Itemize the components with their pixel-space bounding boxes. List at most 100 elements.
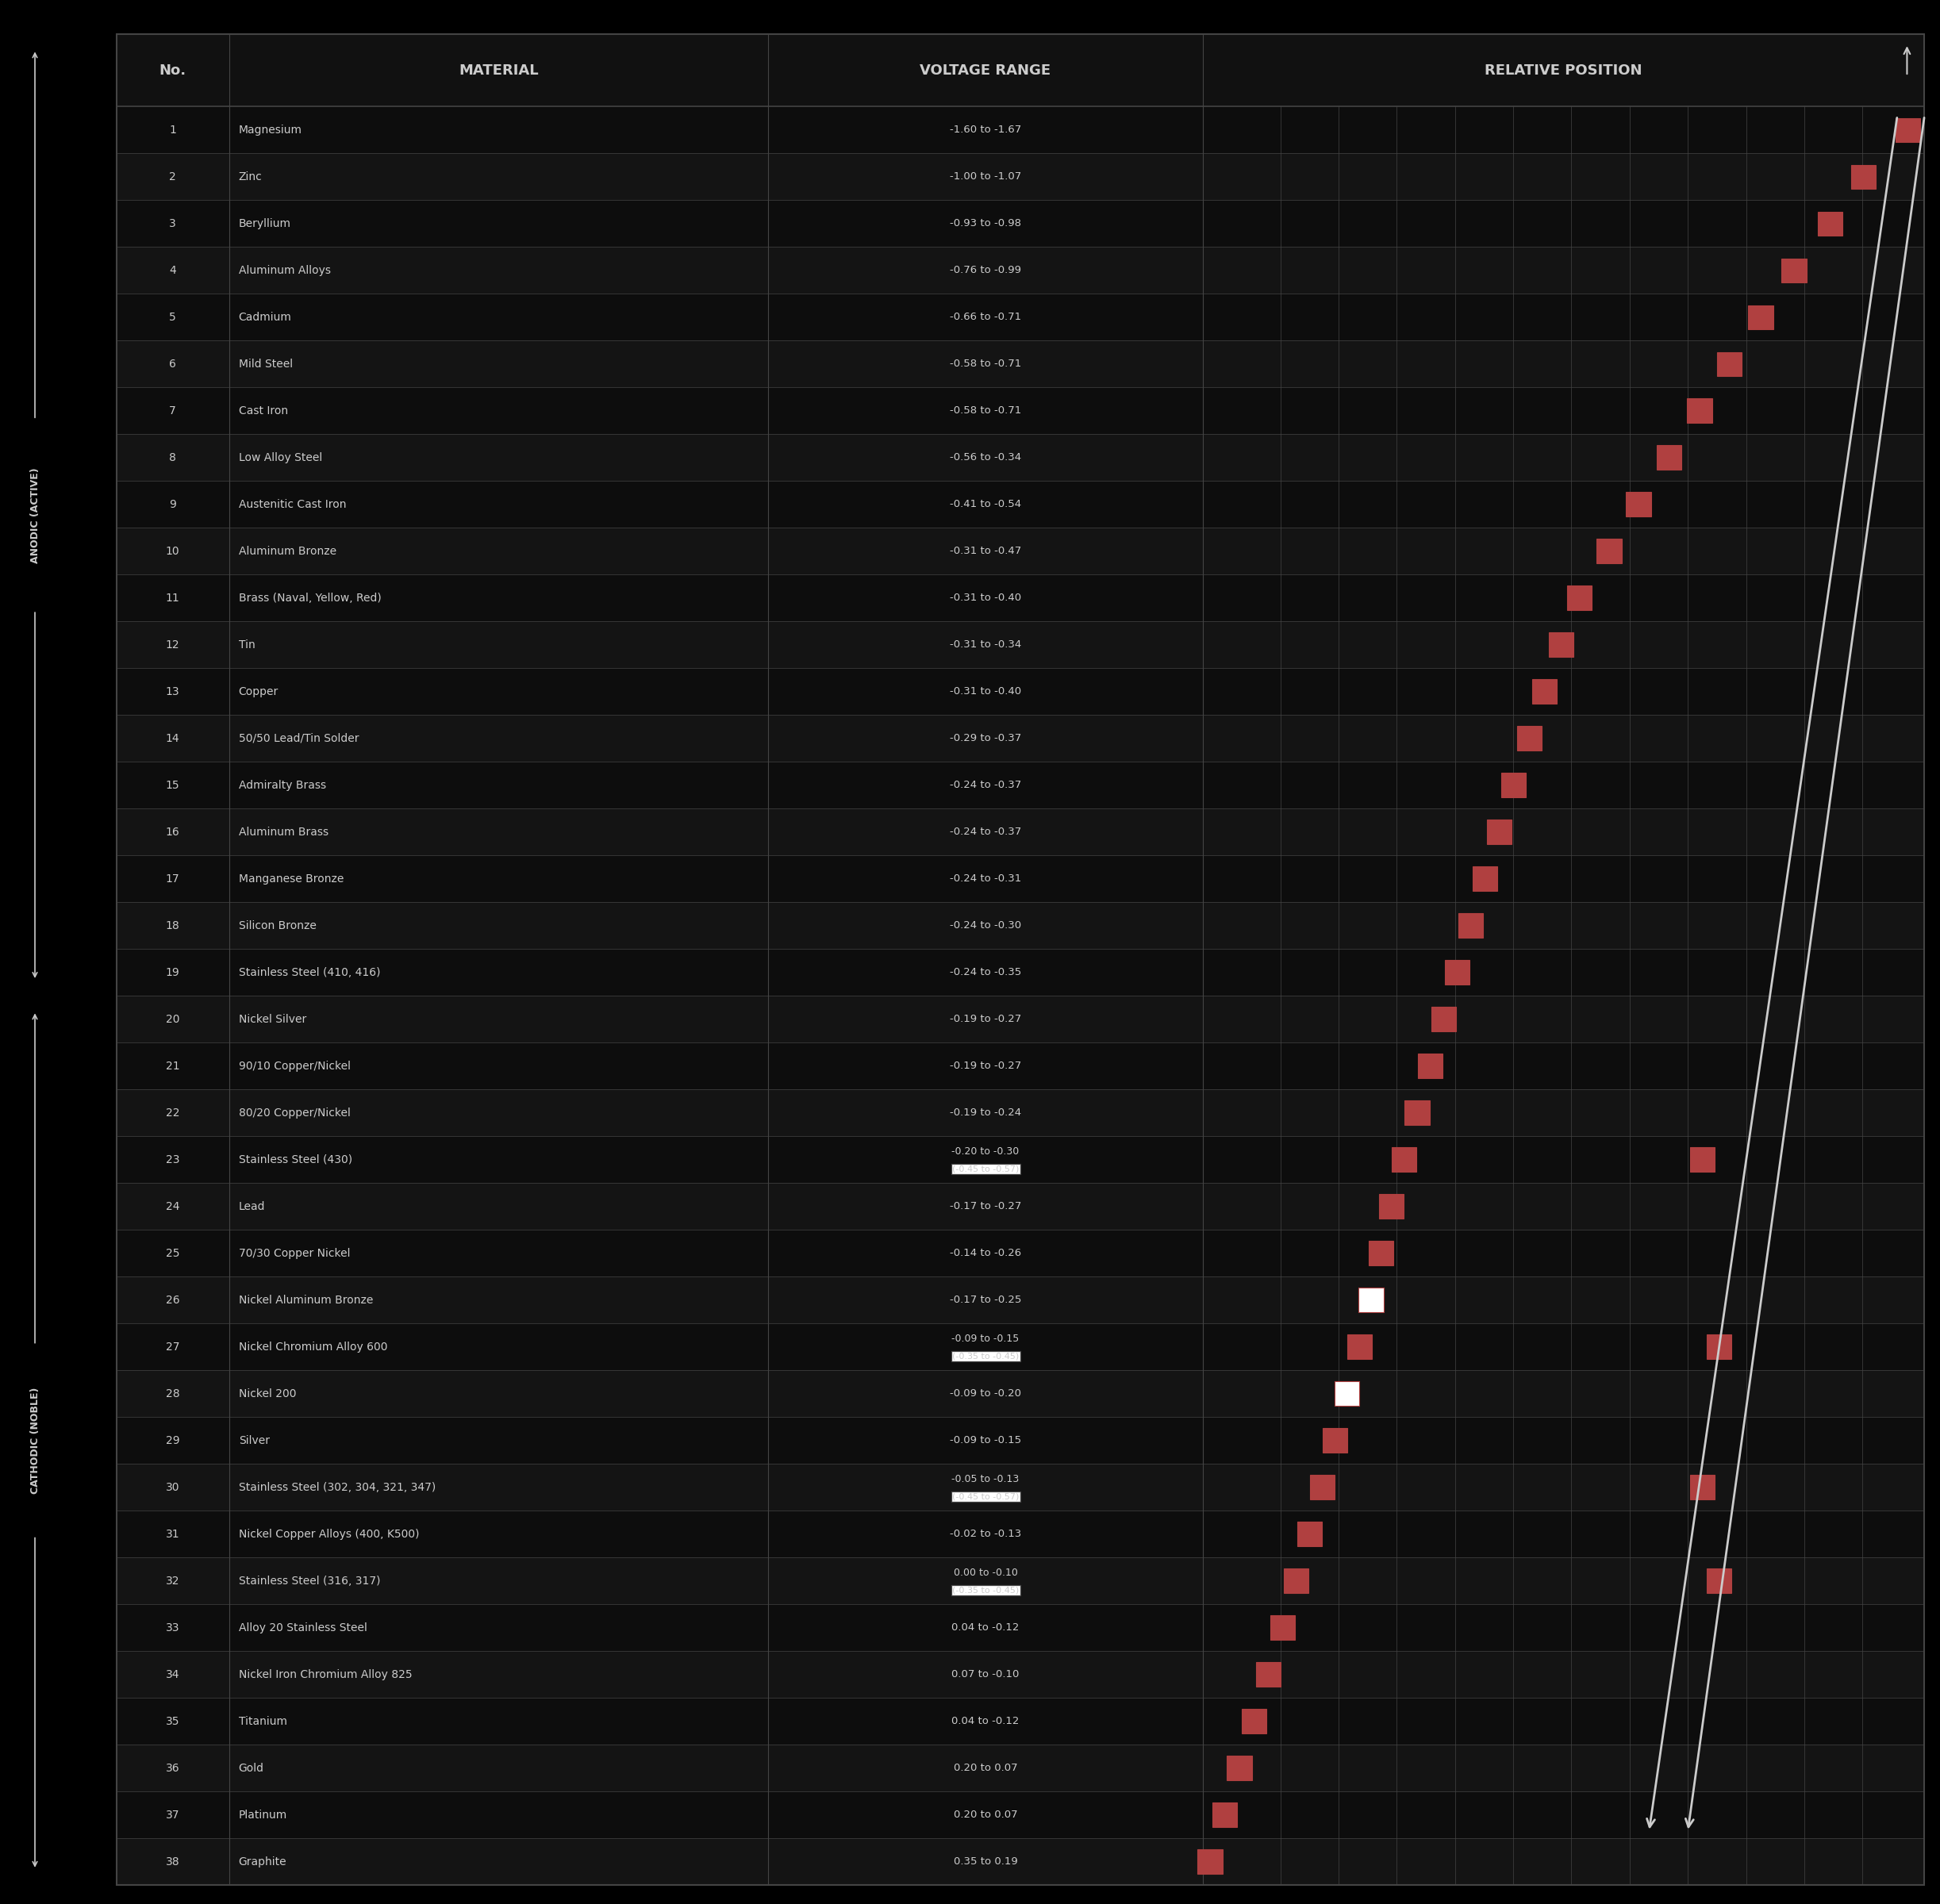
Text: 3: 3 — [169, 219, 177, 228]
Text: 16: 16 — [165, 826, 180, 838]
Text: -0.19 to -0.27: -0.19 to -0.27 — [951, 1061, 1020, 1072]
Bar — [1502, 773, 1527, 798]
Bar — [1358, 1287, 1383, 1312]
Text: -1.60 to -1.67: -1.60 to -1.67 — [951, 126, 1020, 135]
Text: 11: 11 — [165, 592, 180, 604]
Text: 1: 1 — [169, 124, 177, 135]
Bar — [116, 902, 1924, 948]
Bar — [1298, 1521, 1321, 1546]
Text: 28: 28 — [165, 1388, 180, 1399]
Text: 35: 35 — [165, 1716, 180, 1727]
Text: Nickel Iron Chromium Alloy 825: Nickel Iron Chromium Alloy 825 — [239, 1668, 411, 1679]
Text: 50/50 Lead/Tin Solder: 50/50 Lead/Tin Solder — [239, 733, 359, 744]
Bar — [116, 1043, 1924, 1089]
Text: -0.19 to -0.27: -0.19 to -0.27 — [951, 1015, 1020, 1024]
Text: Austenitic Cast Iron: Austenitic Cast Iron — [239, 499, 345, 510]
Bar — [1310, 1476, 1335, 1498]
Text: Zinc: Zinc — [239, 171, 262, 183]
Text: Tin: Tin — [239, 640, 254, 651]
Bar — [116, 621, 1924, 668]
Text: -0.09 to -0.15: -0.09 to -0.15 — [951, 1436, 1020, 1445]
Text: -0.19 to -0.24: -0.19 to -0.24 — [951, 1108, 1020, 1118]
Bar — [1346, 1335, 1372, 1359]
Text: Stainless Steel (430): Stainless Steel (430) — [239, 1154, 353, 1165]
Text: 0.20 to 0.07: 0.20 to 0.07 — [954, 1763, 1017, 1773]
Bar — [1323, 1428, 1346, 1453]
Bar — [116, 1837, 1924, 1885]
Bar — [116, 1417, 1924, 1464]
Text: -0.76 to -0.99: -0.76 to -0.99 — [951, 265, 1020, 276]
Text: 0.00 to -0.10: 0.00 to -0.10 — [953, 1567, 1019, 1578]
Bar — [1895, 118, 1921, 143]
Bar — [116, 1698, 1924, 1744]
Bar — [1748, 305, 1773, 329]
Bar — [116, 1089, 1924, 1137]
Text: Low Alloy Steel: Low Alloy Steel — [239, 451, 322, 463]
Bar — [1271, 1615, 1296, 1639]
Text: -0.41 to -0.54: -0.41 to -0.54 — [951, 499, 1020, 510]
Bar — [1472, 866, 1498, 891]
Text: (-0.35 to -0.45): (-0.35 to -0.45) — [953, 1586, 1019, 1594]
Bar — [1690, 1476, 1715, 1498]
Bar — [116, 107, 1924, 154]
Bar — [1212, 1803, 1238, 1828]
Bar — [1379, 1194, 1405, 1219]
Text: Stainless Steel (410, 416): Stainless Steel (410, 416) — [239, 967, 380, 979]
Bar — [1657, 446, 1682, 470]
Text: RELATIVE POSITION: RELATIVE POSITION — [1484, 63, 1643, 78]
Text: -0.31 to -0.40: -0.31 to -0.40 — [951, 687, 1020, 697]
Text: -0.31 to -0.47: -0.31 to -0.47 — [951, 546, 1020, 556]
Text: Mild Steel: Mild Steel — [239, 358, 293, 369]
Bar — [1418, 1053, 1443, 1078]
Bar — [116, 1744, 1924, 1792]
Bar — [116, 1371, 1924, 1417]
Text: 6: 6 — [169, 358, 177, 369]
Bar — [1405, 1101, 1430, 1125]
Bar — [116, 293, 1924, 341]
Text: -0.24 to -0.30: -0.24 to -0.30 — [951, 920, 1020, 931]
Bar — [116, 575, 1924, 621]
Bar — [1368, 1241, 1393, 1266]
Bar — [1533, 680, 1556, 704]
Text: 70/30 Copper Nickel: 70/30 Copper Nickel — [239, 1247, 349, 1259]
Text: 0.04 to -0.12: 0.04 to -0.12 — [953, 1716, 1019, 1727]
Text: Copper: Copper — [239, 685, 279, 697]
Text: Alloy 20 Stainless Steel: Alloy 20 Stainless Steel — [239, 1622, 367, 1634]
Text: 10: 10 — [165, 546, 180, 556]
Text: 0.20 to 0.07: 0.20 to 0.07 — [954, 1809, 1017, 1820]
Bar — [1335, 1382, 1360, 1405]
Text: -0.09 to -0.15: -0.09 to -0.15 — [953, 1333, 1019, 1344]
Text: (-0.45 to -0.57): (-0.45 to -0.57) — [953, 1165, 1019, 1173]
Text: Nickel Chromium Alloy 600: Nickel Chromium Alloy 600 — [239, 1340, 388, 1352]
Bar — [1432, 1007, 1457, 1032]
Bar — [1568, 586, 1591, 609]
Bar — [1255, 1662, 1280, 1687]
Bar — [116, 1651, 1924, 1698]
Text: Lead: Lead — [239, 1201, 266, 1213]
Text: 32: 32 — [165, 1575, 180, 1586]
Text: 90/10 Copper/Nickel: 90/10 Copper/Nickel — [239, 1061, 351, 1072]
Text: -0.17 to -0.25: -0.17 to -0.25 — [951, 1295, 1020, 1304]
Bar — [116, 1510, 1924, 1557]
Text: 24: 24 — [165, 1201, 180, 1213]
Bar — [1486, 821, 1511, 843]
Bar — [1626, 493, 1651, 516]
Text: 18: 18 — [165, 920, 180, 931]
Text: 17: 17 — [165, 874, 180, 883]
Bar — [1851, 164, 1876, 188]
Bar — [1717, 352, 1742, 377]
Text: (-0.35 to -0.45): (-0.35 to -0.45) — [953, 1352, 1019, 1359]
Text: 34: 34 — [165, 1668, 180, 1679]
Bar — [116, 482, 1924, 527]
Text: Magnesium: Magnesium — [239, 124, 303, 135]
Text: 33: 33 — [165, 1622, 180, 1634]
Bar — [116, 855, 1924, 902]
Bar — [116, 1182, 1924, 1230]
Bar — [1284, 1569, 1308, 1594]
Bar — [116, 200, 1924, 248]
Text: Aluminum Bronze: Aluminum Bronze — [239, 546, 336, 556]
Text: Nickel Aluminum Bronze: Nickel Aluminum Bronze — [239, 1295, 372, 1306]
Bar — [1517, 725, 1542, 750]
Text: -0.24 to -0.37: -0.24 to -0.37 — [951, 781, 1020, 790]
Text: -0.17 to -0.27: -0.17 to -0.27 — [951, 1201, 1020, 1211]
